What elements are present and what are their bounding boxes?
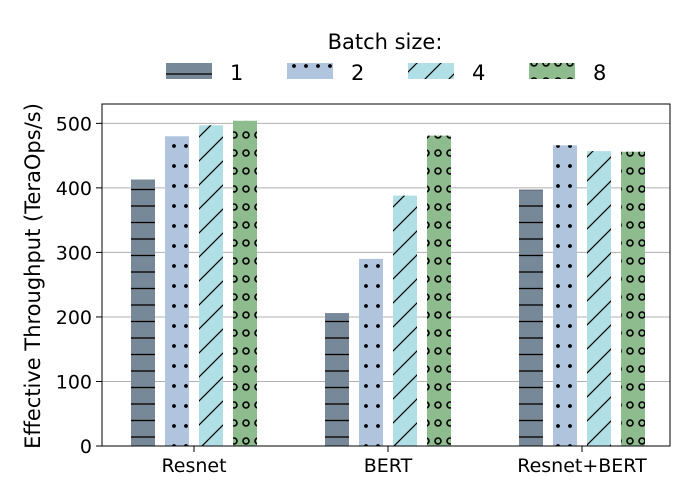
legend-label: 8 <box>593 61 606 85</box>
bar-hatch <box>393 195 417 446</box>
bar-bert-batch-4 <box>393 195 417 446</box>
y-tick-label: 0 <box>80 436 92 458</box>
bar-bert-batch-8 <box>427 135 451 446</box>
bar-hatch <box>553 145 577 447</box>
legend-swatch-hatch <box>166 63 212 79</box>
bar-resnet-batch-8 <box>233 120 257 447</box>
y-tick-label: 200 <box>56 307 92 329</box>
bar-resnet-bert-batch-8 <box>621 151 645 446</box>
bar-hatch <box>427 135 451 446</box>
bar-hatch <box>621 151 645 446</box>
bar-hatch <box>131 179 155 446</box>
y-tick-label: 500 <box>56 113 92 135</box>
legend-title: Batch size: <box>328 30 443 54</box>
bar-resnet-batch-1 <box>131 179 155 446</box>
bar-hatch <box>165 136 189 446</box>
legend-label: 4 <box>472 61 485 85</box>
x-tick-label: Resnet <box>161 455 226 477</box>
bar-resnet-bert-batch-4 <box>587 151 611 447</box>
legend-swatch-hatch <box>287 63 333 79</box>
legend-swatch-hatch <box>408 63 454 79</box>
legend-item-batch-1: 1 <box>166 61 243 85</box>
y-tick-label: 300 <box>56 242 92 264</box>
legend-item-batch-2: 2 <box>287 61 364 85</box>
bar-bert-batch-1 <box>325 313 349 446</box>
bar-hatch <box>587 151 611 447</box>
legend-label: 2 <box>351 61 364 85</box>
y-tick-label: 400 <box>56 178 92 200</box>
legend-label: 1 <box>230 61 243 85</box>
bar-hatch <box>233 120 257 447</box>
bar-bert-batch-2 <box>359 258 383 446</box>
bar-hatch <box>359 258 383 446</box>
legend-swatch-hatch <box>529 63 575 79</box>
bar-resnet-bert-batch-1 <box>519 189 543 447</box>
bars <box>131 120 645 447</box>
legend-item-batch-8: 8 <box>529 61 606 85</box>
bar-resnet-batch-2 <box>165 136 189 446</box>
bar-hatch <box>519 189 543 447</box>
bar-resnet-bert-batch-2 <box>553 145 577 447</box>
bar-resnet-batch-4 <box>199 125 223 446</box>
axes: 0 100 200 300 400 500 Resnet BERT Resnet+BERT <box>56 113 647 477</box>
x-tick-label: BERT <box>364 455 413 477</box>
legend: Batch size: 1 2 4 8 <box>166 30 606 85</box>
plot-frame <box>101 103 671 447</box>
legend-items: 1 2 4 8 <box>166 61 606 85</box>
legend-item-batch-4: 4 <box>408 61 485 85</box>
y-axis-label: Effective Throughput (TeraOps/s) <box>21 103 45 449</box>
y-tick-label: 100 <box>56 371 92 393</box>
x-tick-label: Resnet+BERT <box>517 455 647 477</box>
bar-hatch <box>199 125 223 446</box>
bar-hatch <box>325 313 349 446</box>
